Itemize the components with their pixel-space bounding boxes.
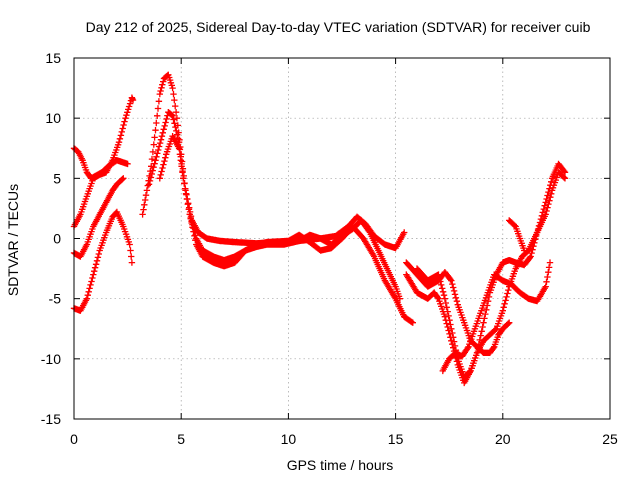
series-track-6: [145, 109, 404, 302]
y-tick-label: -5: [49, 291, 62, 307]
x-tick-label: 5: [177, 431, 185, 447]
y-axis-label: SDTVAR / TECUs: [5, 184, 21, 296]
y-tick-label: 0: [53, 231, 61, 247]
series-track-11: [439, 259, 554, 375]
series-track-10: [413, 169, 569, 381]
series-track-3: [70, 208, 136, 314]
x-tick-label: 0: [70, 431, 78, 447]
y-tick-label: 10: [45, 110, 61, 126]
x-tick-label: 10: [281, 431, 297, 447]
series-track-7: [156, 133, 416, 326]
x-tick-label: 15: [388, 431, 404, 447]
y-tick-label: -10: [41, 351, 61, 367]
x-tick-label: 25: [602, 431, 618, 447]
y-tick-label: 15: [45, 50, 61, 66]
data-series: [70, 71, 569, 387]
series-track-12: [506, 217, 528, 254]
y-tick-label: 5: [53, 170, 61, 186]
chart-title: Day 212 of 2025, Sidereal Day-to-day VTE…: [86, 19, 591, 35]
axis-ticks: 0 5 10 15 20 25 -15 -10 -5 0 5 10 15: [41, 50, 618, 447]
y-tick-label: -15: [41, 411, 61, 427]
x-tick-label: 20: [495, 431, 511, 447]
x-axis-label: GPS time / hours: [287, 457, 394, 473]
